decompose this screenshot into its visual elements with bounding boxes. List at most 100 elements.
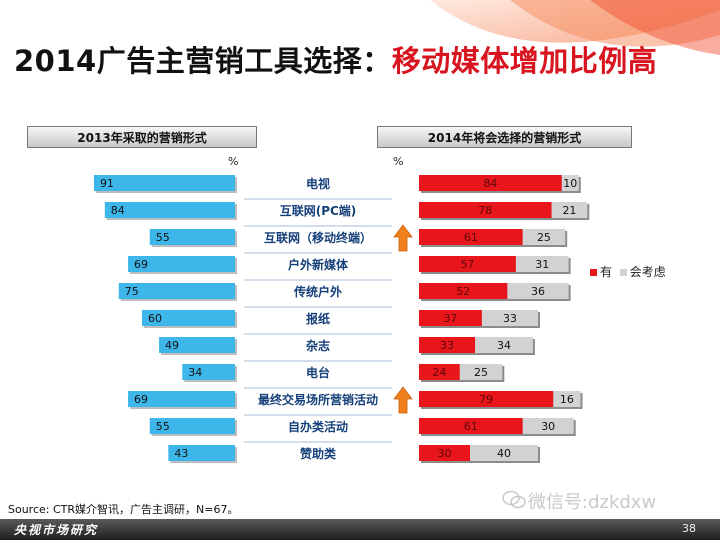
have-bar bbox=[419, 418, 523, 434]
consider-value: 10 bbox=[563, 177, 577, 190]
left-bar-value: 84 bbox=[111, 204, 125, 217]
source-note: Source: CTR媒介智讯，广告主调研，N=67。 bbox=[8, 503, 239, 516]
legend-swatch-consider bbox=[619, 269, 627, 276]
left-bar bbox=[182, 364, 235, 380]
left-unit-label: % bbox=[228, 155, 239, 168]
consider-value: 16 bbox=[560, 393, 574, 406]
left-bar-value: 69 bbox=[134, 393, 148, 406]
left-bar bbox=[149, 418, 235, 434]
consider-bar bbox=[475, 337, 533, 353]
page-title: 2014广告主营销工具选择：移动媒体增加比例高 bbox=[14, 38, 657, 80]
have-value: 33 bbox=[440, 339, 454, 352]
category-label: 最终交易场所营销活动 bbox=[258, 392, 378, 407]
left-bar-value: 69 bbox=[134, 258, 148, 271]
have-value: 61 bbox=[464, 420, 478, 433]
have-value: 52 bbox=[456, 285, 470, 298]
consider-value: 30 bbox=[541, 420, 555, 433]
legend-label-have: 有 bbox=[600, 265, 613, 279]
left-bar bbox=[128, 256, 235, 272]
have-bar bbox=[419, 337, 476, 353]
left-bar-value: 60 bbox=[148, 312, 162, 325]
consider-value: 21 bbox=[562, 204, 576, 217]
category-label: 电台 bbox=[306, 365, 330, 380]
consider-value: 33 bbox=[503, 312, 517, 325]
consider-bar bbox=[561, 175, 579, 191]
consider-value: 34 bbox=[497, 339, 511, 352]
decorative-swoosh bbox=[430, 0, 720, 55]
up-arrow-icon bbox=[393, 224, 413, 252]
consider-bar bbox=[459, 364, 503, 380]
left-bar-value: 91 bbox=[100, 177, 114, 190]
consider-value: 40 bbox=[497, 447, 511, 460]
have-value: 61 bbox=[464, 231, 478, 244]
category-label: 杂志 bbox=[306, 338, 330, 353]
left-bar-value: 75 bbox=[125, 285, 139, 298]
category-label: 报纸 bbox=[306, 311, 330, 326]
left-bar bbox=[149, 229, 235, 245]
have-bar bbox=[419, 364, 460, 380]
left-bar bbox=[128, 391, 235, 407]
category-column bbox=[244, 173, 392, 470]
have-bar bbox=[419, 229, 523, 245]
left-bar bbox=[168, 445, 235, 461]
consider-bar bbox=[522, 229, 566, 245]
right-panel-title: 2014年将会选择的营销形式 bbox=[377, 126, 632, 148]
category-label: 互联网(PC端) bbox=[280, 203, 357, 218]
have-bar bbox=[419, 391, 554, 407]
title-main: 2014广告主营销工具选择： bbox=[14, 44, 392, 78]
category-label: 户外新媒体 bbox=[288, 257, 349, 272]
have-bar bbox=[419, 202, 552, 218]
left-panel-title: 2013年采取的营销形式 bbox=[27, 126, 257, 148]
left-bar-value: 55 bbox=[156, 420, 170, 433]
consider-bar bbox=[522, 418, 574, 434]
left-bar-value: 43 bbox=[174, 447, 188, 460]
have-bar bbox=[419, 256, 516, 272]
consider-bar bbox=[515, 256, 569, 272]
left-bar bbox=[93, 175, 235, 191]
consider-bar bbox=[553, 391, 581, 407]
consider-bar bbox=[470, 445, 538, 461]
category-label: 自办类活动 bbox=[288, 419, 348, 434]
left-bar-value: 49 bbox=[165, 339, 179, 352]
category-label: 传统户外 bbox=[293, 284, 342, 299]
left-bar bbox=[142, 310, 235, 326]
legend: 有 会考虑 bbox=[590, 263, 666, 280]
footer-brand: 央视市场研究 bbox=[14, 523, 99, 537]
have-value: 30 bbox=[438, 447, 452, 460]
have-value: 57 bbox=[460, 258, 474, 271]
category-label: 赞助类 bbox=[299, 446, 337, 461]
consider-value: 25 bbox=[537, 231, 551, 244]
left-bar bbox=[159, 337, 235, 353]
have-bar bbox=[419, 445, 470, 461]
wechat-icon bbox=[502, 490, 526, 509]
have-bar bbox=[419, 283, 508, 299]
left-bar bbox=[118, 283, 235, 299]
consider-bar bbox=[551, 202, 588, 218]
consider-value: 36 bbox=[531, 285, 545, 298]
legend-label-consider: 会考虑 bbox=[629, 265, 666, 279]
watermark: 微信号:dzkdxw bbox=[528, 492, 657, 513]
have-bar bbox=[419, 310, 482, 326]
have-value: 84 bbox=[483, 177, 497, 190]
have-bar bbox=[419, 175, 562, 191]
consider-bar bbox=[507, 283, 569, 299]
right-unit-label: % bbox=[393, 155, 404, 168]
up-arrow-icon bbox=[393, 386, 413, 414]
page-number: 38 bbox=[682, 522, 696, 535]
title-highlight: 移动媒体增加比例高 bbox=[391, 44, 658, 78]
consider-bar bbox=[481, 310, 538, 326]
left-bar-value: 55 bbox=[156, 231, 170, 244]
have-value: 24 bbox=[432, 366, 446, 379]
consider-value: 25 bbox=[474, 366, 488, 379]
have-value: 79 bbox=[479, 393, 493, 406]
have-value: 37 bbox=[443, 312, 457, 325]
left-bar bbox=[104, 202, 235, 218]
category-label: 电视 bbox=[306, 176, 330, 191]
legend-swatch-have bbox=[590, 269, 597, 276]
left-bar-value: 34 bbox=[188, 366, 202, 379]
footer-bar: 央视市场研究 38 bbox=[0, 519, 720, 540]
category-label: 互联网（移动终端） bbox=[264, 230, 372, 245]
consider-value: 31 bbox=[535, 258, 549, 271]
have-value: 78 bbox=[478, 204, 492, 217]
